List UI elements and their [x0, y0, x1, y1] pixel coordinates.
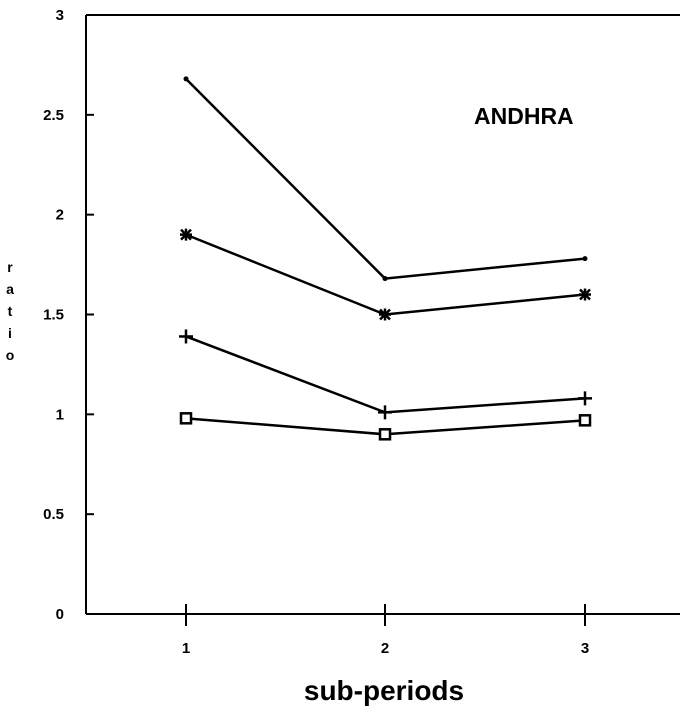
- series-square: [179, 412, 592, 441]
- data-point: [582, 256, 588, 262]
- y-axis-label-letter: r: [7, 259, 13, 275]
- series-plus: [179, 329, 592, 420]
- asterisk-stroke: [180, 228, 192, 241]
- y-tick-label: 0: [56, 606, 64, 623]
- chart-annotation: ANDHRA: [474, 103, 574, 129]
- x-tick-label: 1: [182, 640, 190, 657]
- x-tick-label: 3: [581, 640, 589, 657]
- y-tick-label: 1: [56, 406, 64, 423]
- y-ticks: 0 0.5 1 1.5 2 2.5 3: [43, 7, 94, 623]
- data-point: [578, 391, 592, 406]
- data-point: [379, 308, 391, 321]
- series-layer: [179, 76, 592, 441]
- data-point: [180, 228, 192, 241]
- y-tick-label: 2: [56, 207, 64, 224]
- series-line: [185, 335, 586, 414]
- y-tick-label: 2.5: [43, 107, 64, 124]
- series-line: [185, 233, 586, 316]
- data-point: [378, 428, 392, 441]
- data-point: [579, 288, 591, 301]
- data-point: [179, 329, 193, 344]
- data-point: [179, 412, 193, 425]
- y-axis-label-letter: i: [8, 325, 12, 341]
- data-point: [382, 276, 388, 282]
- y-tick-label: 0.5: [43, 506, 64, 523]
- series-dot: [183, 76, 588, 282]
- data-point: [183, 76, 189, 82]
- y-tick-label: 3: [56, 7, 64, 24]
- asterisk-stroke: [379, 308, 391, 321]
- x-tick-label: 2: [381, 640, 389, 657]
- x-ticks: 1 2 3: [182, 604, 589, 657]
- data-point: [378, 405, 392, 420]
- x-axis-label: sub-periods: [304, 675, 464, 706]
- data-point: [578, 414, 592, 427]
- y-axis-label-letter: o: [6, 347, 15, 363]
- y-tick-label: 1.5: [43, 307, 64, 324]
- series-asterisk: [180, 228, 591, 321]
- y-axis-label-letter: a: [6, 281, 14, 297]
- y-axis-label-letter: t: [8, 303, 13, 319]
- asterisk-stroke: [579, 288, 591, 301]
